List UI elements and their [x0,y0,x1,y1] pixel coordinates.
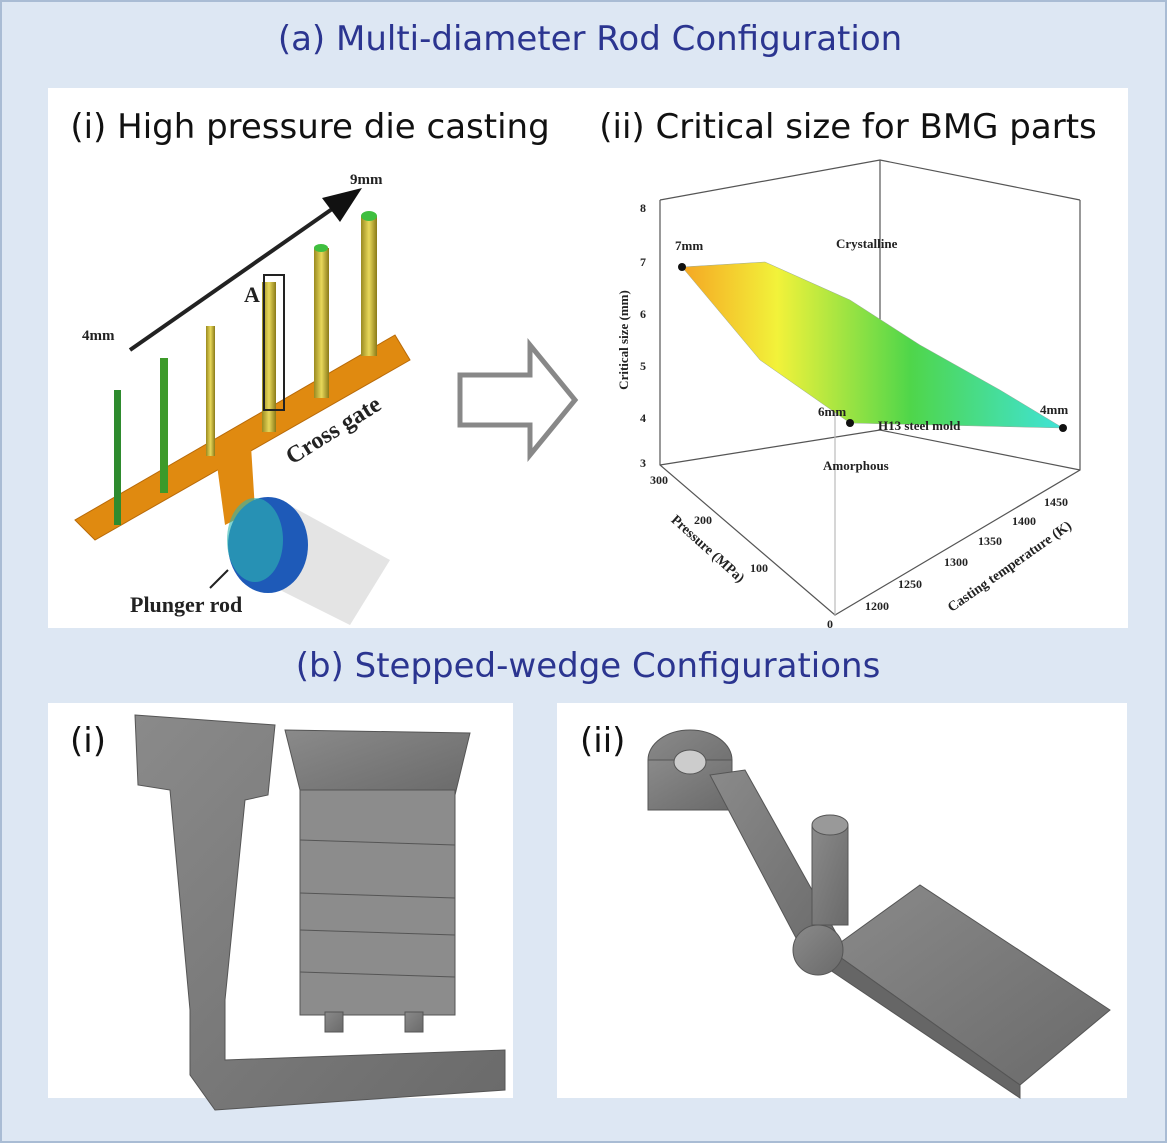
annotation: 6mm [818,404,846,419]
tick-label: 5 [640,359,646,373]
tick-label: 4 [640,411,646,425]
annotation: 4mm [1040,402,1068,417]
figure: (a) Multi-diameter Rod Configuration (i)… [0,0,1167,1143]
tick-label: 1250 [898,577,922,591]
tick-label: 300 [650,473,668,487]
tick-label: 1450 [1044,495,1068,509]
label: Plunger rod [130,592,242,617]
tick-label: 1200 [865,599,889,613]
tick-label: 200 [694,513,712,527]
tick-label: 1300 [944,555,968,569]
tick-label: 7 [640,255,646,269]
title: (a) Multi-diameter Rod Configuration [278,19,902,59]
axis-label: Critical size (mm) [616,290,631,390]
tick-label: 3 [640,456,646,470]
annotation: 7mm [675,238,703,253]
label: 9mm [350,172,383,188]
point [678,263,686,271]
label: A [244,282,260,307]
tick-label: 1350 [978,534,1002,548]
tick-label: 100 [750,561,768,575]
annotation: H13 steel mold [878,418,961,433]
tick-label: 8 [640,201,646,215]
panel-label: (ii) [580,721,625,761]
point [846,419,854,427]
tick-label: 0 [827,617,833,631]
subtitle: (i) High pressure die casting [70,107,549,147]
subtitle: (ii) Critical size for BMG parts [599,107,1097,147]
tick-label: 6 [640,307,646,321]
annotation: Crystalline [836,236,898,251]
point [1059,424,1067,432]
section-title: (b) Stepped-wedge Configurations [296,646,881,686]
label: 4mm [82,328,115,344]
panel-label: (i) [70,721,106,761]
annotation: Amorphous [823,458,889,473]
tick-label: 1400 [1012,514,1036,528]
